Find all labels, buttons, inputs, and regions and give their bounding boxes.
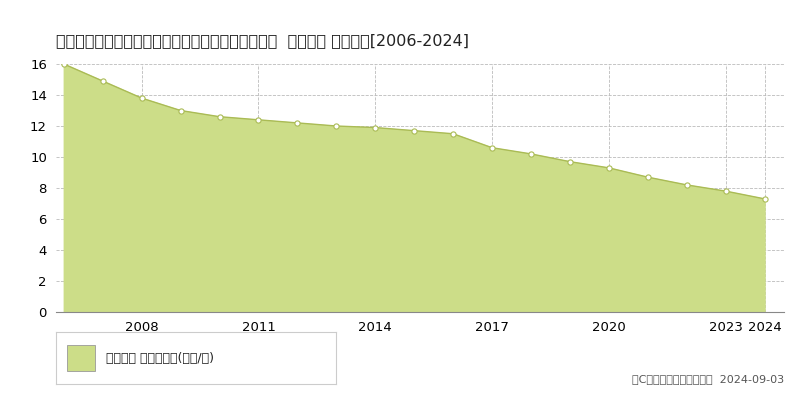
Point bbox=[369, 124, 382, 131]
Point bbox=[174, 107, 187, 114]
Point bbox=[330, 123, 342, 129]
Text: 愛知県知多郡南知多町大字師崎字神戸浦１７７番１  地価公示 地価推移[2006-2024]: 愛知県知多郡南知多町大字師崎字神戸浦１７７番１ 地価公示 地価推移[2006-2… bbox=[56, 33, 469, 48]
Text: （C）土地価格ドットコム  2024-09-03: （C）土地価格ドットコム 2024-09-03 bbox=[632, 374, 784, 384]
Point bbox=[486, 144, 498, 151]
Point bbox=[135, 95, 148, 101]
Point bbox=[96, 78, 109, 84]
Point bbox=[680, 182, 693, 188]
FancyBboxPatch shape bbox=[67, 345, 95, 371]
Point bbox=[446, 130, 459, 137]
Point bbox=[213, 114, 226, 120]
Point bbox=[602, 165, 615, 171]
Point bbox=[563, 158, 576, 165]
Point bbox=[252, 116, 265, 123]
Text: 地価公示 平均坪単価(万円/坪): 地価公示 平均坪単価(万円/坪) bbox=[106, 352, 214, 364]
Point bbox=[642, 174, 654, 180]
Point bbox=[58, 61, 70, 67]
Point bbox=[758, 196, 771, 202]
Point bbox=[291, 120, 304, 126]
Point bbox=[408, 128, 421, 134]
Point bbox=[525, 151, 538, 157]
Point bbox=[719, 188, 732, 194]
